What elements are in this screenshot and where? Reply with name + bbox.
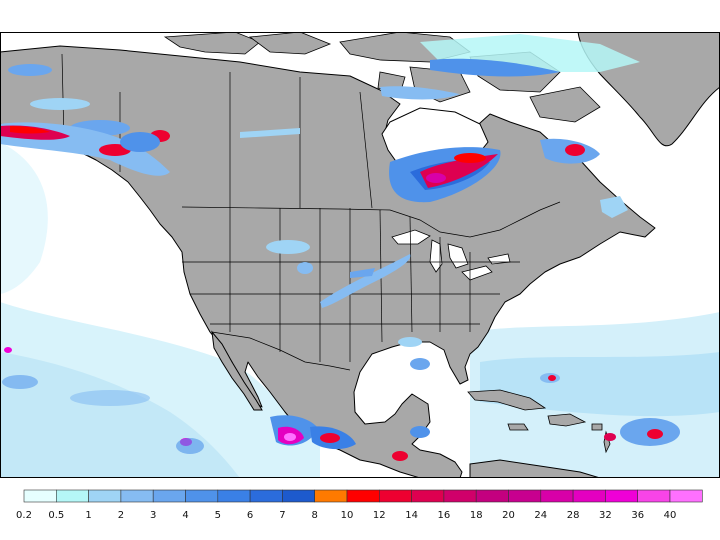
legend-label: 7	[279, 510, 285, 521]
legend-swatch	[411, 489, 445, 503]
legend-label: 2	[118, 510, 124, 521]
legend-swatch	[249, 489, 283, 503]
precipitation-map	[0, 32, 720, 478]
legend-label: 40	[664, 510, 677, 521]
legend-swatch	[378, 489, 412, 503]
legend-label: 32	[599, 510, 612, 521]
legend-label: 18	[470, 510, 483, 521]
legend-swatch	[185, 489, 219, 503]
legend-swatch	[314, 489, 348, 503]
legend-swatch	[88, 489, 122, 503]
south-america-landmass	[469, 459, 601, 478]
legend-swatch	[475, 489, 509, 503]
legend-swatch	[669, 489, 703, 503]
legend-label: 28	[567, 510, 580, 521]
legend-label: 24	[534, 510, 547, 521]
legend-swatch	[540, 489, 574, 503]
precipitation-legend: 0.2 0.5 1 2 3 4 5 6 7 8 10 12 14 16 18 20 24 28 32 36 40	[16, 489, 703, 521]
legend-label: 14	[405, 510, 418, 521]
legend-color-boxes	[23, 489, 703, 503]
legend-label: 12	[373, 510, 386, 521]
legend-swatch	[217, 489, 251, 503]
legend-swatch	[508, 489, 542, 503]
precipitation-bands	[0, 34, 680, 461]
legend-label: 4	[182, 510, 188, 521]
baja-peninsula	[211, 330, 263, 411]
legend-swatch	[23, 489, 57, 503]
legend-label: 5	[215, 510, 221, 521]
ocean-precip-haze	[0, 142, 720, 478]
legend-swatch	[605, 489, 639, 503]
legend-swatch	[152, 489, 186, 503]
legend-swatch	[282, 489, 315, 503]
legend-swatch	[572, 489, 606, 503]
great-lakes	[391, 229, 511, 281]
legend-labels: 0.2 0.5 1 2 3 4 5 6 7 8 10 12 14 16 18 20 24 28 32 36 40	[16, 510, 676, 521]
legend-label: 10	[341, 510, 354, 521]
legend-label: 16	[438, 510, 451, 521]
legend-label: 36	[631, 510, 644, 521]
legend-swatch	[637, 489, 671, 503]
legend-label: 3	[150, 510, 156, 521]
legend-label: 20	[502, 510, 515, 521]
legend-label: 0.5	[48, 510, 64, 521]
legend-label: 8	[312, 510, 318, 521]
legend-label: 0.2	[16, 510, 32, 521]
legend-swatch	[346, 489, 380, 503]
legend-label: 1	[85, 510, 91, 521]
legend-swatch	[55, 489, 89, 503]
legend-swatch	[120, 489, 154, 503]
legend-swatch	[443, 489, 477, 503]
legend-label: 6	[247, 510, 253, 521]
